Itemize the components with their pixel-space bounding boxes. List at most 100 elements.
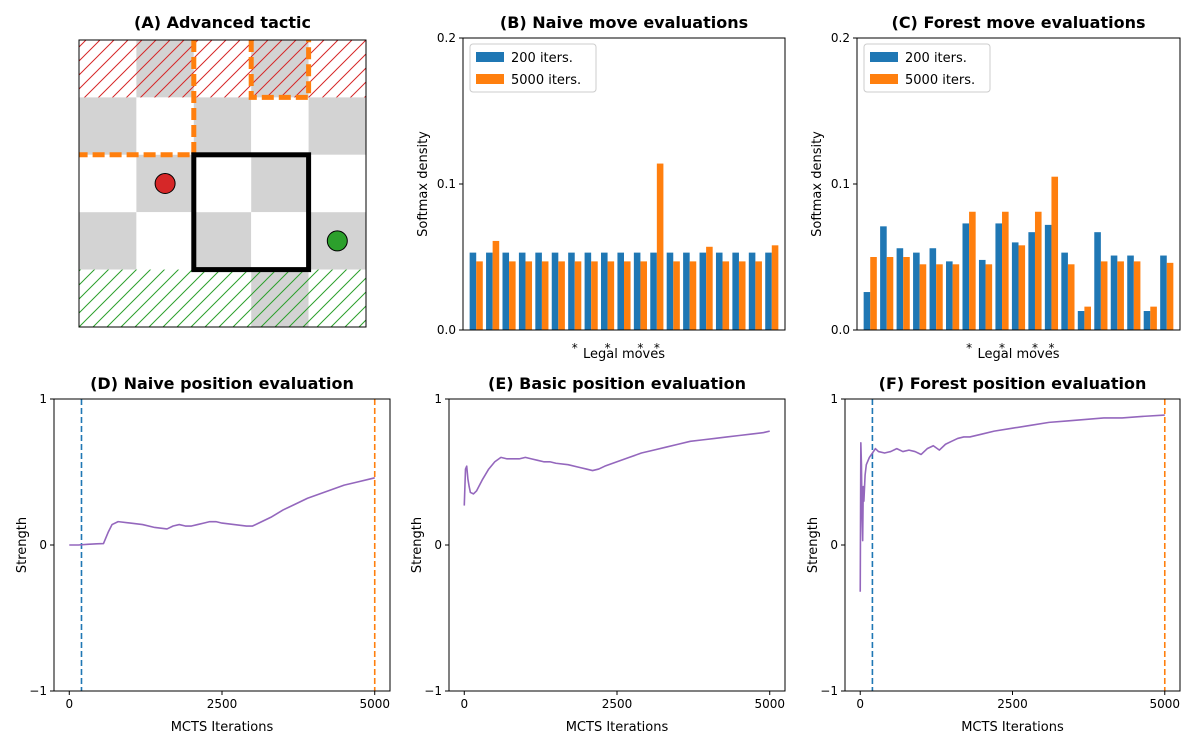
bar [771, 245, 779, 330]
bar-chart-title: (B) Naive move evaluations [500, 13, 748, 32]
bar [509, 261, 516, 330]
board-border [78, 39, 367, 328]
bar [1011, 242, 1019, 330]
bar [1061, 252, 1068, 330]
bar [962, 223, 970, 330]
bar [755, 261, 762, 330]
star-marker: * [1048, 341, 1054, 355]
bar [1034, 211, 1042, 330]
bar [469, 252, 477, 330]
bar [880, 226, 887, 330]
panel-c-bar-chart: (C) Forest move evaluations 0.0 0.1 0.2 * * * *… [810, 13, 1181, 362]
bar [936, 264, 943, 330]
x-axis-label: MCTS Iterations [566, 720, 669, 735]
bar [584, 252, 592, 330]
dashed-path-orange [79, 40, 197, 158]
board-cell [308, 154, 366, 213]
bar [765, 252, 772, 330]
bar [1094, 232, 1101, 330]
bar [492, 240, 500, 330]
y-tick-label: −1 [424, 684, 442, 698]
y-tick-label: 1 [830, 392, 838, 406]
line-chart-title: (D) Naive position evaluation [90, 374, 354, 393]
bar [541, 261, 549, 330]
star-marker: * [966, 341, 972, 355]
bar [952, 264, 960, 330]
legend-label: 200 iters. [905, 51, 967, 66]
star-marker: * [572, 341, 578, 355]
bar [919, 264, 927, 330]
legend-swatch [476, 74, 504, 84]
bar [591, 261, 598, 330]
y-tick-label: 1 [434, 392, 442, 406]
bar [607, 261, 615, 330]
bar [1044, 224, 1052, 330]
legend: 200 iters. 5000 iters. [863, 43, 991, 93]
bar [863, 292, 871, 330]
bar [699, 252, 707, 330]
bar [1028, 232, 1035, 330]
green-piece [326, 230, 348, 252]
highlight-box [191, 152, 312, 273]
y-tick-label: 0.0 [437, 323, 456, 337]
x-tick-label: 0 [65, 697, 73, 711]
x-tick-label: 2500 [997, 697, 1028, 711]
board-cell [136, 97, 194, 155]
legend-swatch [870, 52, 898, 62]
y-tick-label: −1 [29, 684, 47, 698]
bar [1143, 311, 1151, 330]
y-tick-label: 0.2 [831, 31, 850, 45]
panel-f-line-chart: (F) Forest position evaluation 0 2500 5000 −… [806, 374, 1181, 735]
y-tick-label: 0 [39, 538, 47, 552]
x-tick-label: 5000 [754, 697, 785, 711]
bar [903, 257, 910, 330]
bar [1150, 306, 1157, 330]
y-axis-label: Softmax density [416, 131, 431, 237]
series-line [463, 430, 770, 506]
x-axis-label: Legal moves [583, 347, 665, 362]
line-chart-title: (E) Basic position evaluation [488, 374, 746, 393]
bar [929, 248, 937, 330]
bar [732, 252, 739, 330]
bar [666, 252, 674, 330]
x-axis-label: Legal moves [977, 347, 1059, 362]
bar [913, 252, 920, 330]
bar [633, 252, 641, 330]
legend-swatch [870, 74, 898, 84]
y-tick-label: 0.1 [437, 177, 456, 191]
x-tick-label: 5000 [1149, 697, 1180, 711]
y-tick-label: 0.2 [437, 31, 456, 45]
bar [748, 252, 756, 330]
y-axis-label: Strength [410, 517, 425, 573]
bar [574, 261, 582, 330]
bar [1018, 245, 1026, 330]
line-chart-title: (F) Forest position evaluation [879, 374, 1147, 393]
bar [896, 248, 904, 330]
bar [656, 163, 664, 330]
board-cell [79, 154, 137, 213]
y-tick-label: −1 [820, 684, 838, 698]
x-tick-label: 5000 [359, 697, 390, 711]
x-tick-label: 0 [460, 697, 468, 711]
board-cell [251, 212, 309, 270]
bar [650, 252, 657, 330]
x-axis-label: MCTS Iterations [171, 720, 274, 735]
star-marker: * [605, 341, 611, 355]
y-tick-label: 0.0 [831, 323, 850, 337]
bar [1127, 255, 1134, 330]
y-tick-label: 1 [39, 392, 47, 406]
board-cell [136, 212, 194, 270]
board-cell [193, 212, 252, 270]
star-marker: * [637, 341, 643, 355]
bar [535, 252, 542, 330]
x-tick-label: 0 [856, 697, 864, 711]
legend: 200 iters. 5000 iters. [469, 43, 597, 93]
x-tick-label: 2500 [602, 697, 633, 711]
bar [525, 261, 533, 330]
bar [738, 261, 746, 330]
bar [985, 264, 993, 330]
bar [558, 261, 565, 330]
x-tick-label: 2500 [207, 697, 238, 711]
bar [1100, 261, 1108, 330]
legend-swatch [476, 52, 504, 62]
